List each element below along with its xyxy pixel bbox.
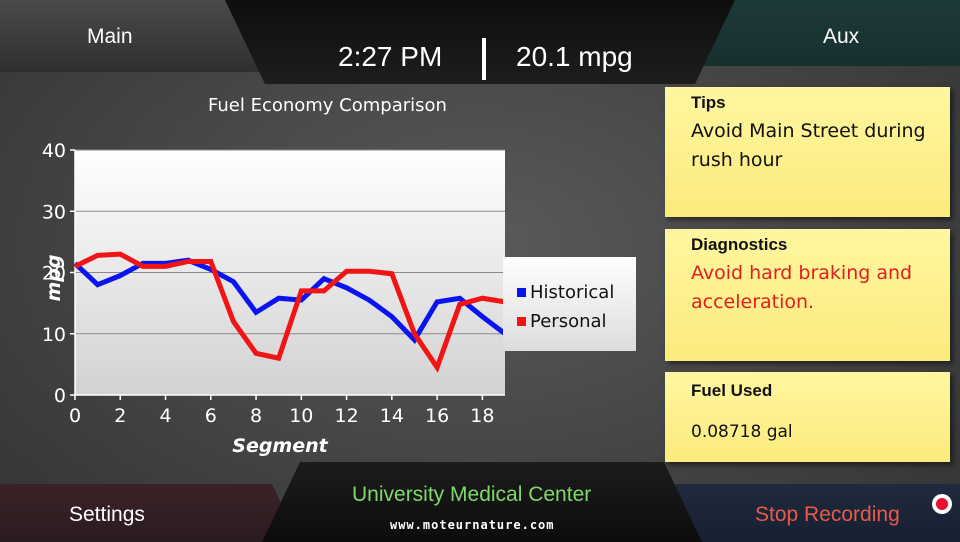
status-bar [225, 0, 735, 84]
legend-label-personal: Personal [530, 311, 607, 332]
x-tick-label: 8 [250, 405, 262, 427]
fuel-used-title: Fuel Used [691, 381, 773, 400]
fuel-used-note: Fuel Used 0.08718 gal [665, 372, 950, 462]
x-tick-label: 18 [470, 405, 494, 427]
settings-tab-label[interactable]: Settings [69, 503, 145, 526]
settings-tab[interactable] [0, 484, 300, 542]
y-tick-label: 20 [42, 263, 66, 285]
x-tick-label: 6 [205, 405, 217, 427]
stop-recording-tab[interactable] [670, 484, 960, 542]
diagnostics-body: Avoid hard braking and acceleration. [691, 262, 913, 313]
stop-recording-label[interactable]: Stop Recording [755, 503, 900, 526]
diagnostics-note: Diagnostics Avoid hard braking and accel… [665, 229, 950, 361]
legend-swatch-personal [517, 316, 526, 326]
recording-indicator-icon[interactable] [932, 494, 952, 514]
x-tick-label: 12 [334, 405, 358, 427]
diagnostics-title: Diagnostics [691, 235, 788, 254]
chart-legend: Historical Personal [503, 257, 636, 351]
main-tab[interactable] [0, 0, 260, 72]
x-tick-label: 16 [425, 405, 449, 427]
legend-item-personal: Personal [517, 311, 607, 332]
watermark: www.moteurnature.com [390, 518, 555, 532]
mpg-readout: 20.1 mpg [516, 41, 633, 72]
y-tick-label: 30 [42, 201, 66, 223]
x-axis-label: Segment [232, 435, 328, 457]
x-tick-label: 10 [289, 405, 313, 427]
x-tick-label: 14 [380, 405, 404, 427]
x-tick-label: 0 [69, 405, 81, 427]
legend-swatch-historical [517, 287, 526, 297]
legend-item-historical: Historical [517, 282, 614, 303]
fuel-used-value: 0.08718 gal [691, 422, 793, 442]
legend-label-historical: Historical [530, 282, 615, 303]
main-tab-label[interactable]: Main [87, 25, 133, 48]
tips-title: Tips [691, 93, 726, 112]
y-tick-label: 40 [42, 140, 66, 162]
tips-note: Tips Avoid Main Street during rush hour [665, 87, 950, 217]
fuel-economy-chart: 0 10 20 30 40 0 2 4 6 8 10 12 14 16 18 mpg Segment [42, 140, 507, 457]
destination-bar [262, 462, 702, 542]
y-tick-label: 0 [54, 385, 66, 407]
destination-label: University Medical Center [352, 483, 592, 506]
chart-title: Fuel Economy Comparison [208, 95, 447, 116]
x-tick-label: 2 [114, 405, 126, 427]
historical-series-line [73, 257, 507, 344]
clock-readout: 2:27 PM [338, 41, 443, 72]
y-axis-label: mpg [43, 255, 65, 302]
status-divider [482, 38, 486, 80]
tips-body: Avoid Main Street during rush hour [691, 120, 926, 171]
y-tick-label: 10 [42, 324, 66, 346]
aux-tab-label[interactable]: Aux [823, 25, 860, 48]
personal-series-line [73, 251, 506, 373]
x-tick-label: 4 [159, 405, 171, 427]
